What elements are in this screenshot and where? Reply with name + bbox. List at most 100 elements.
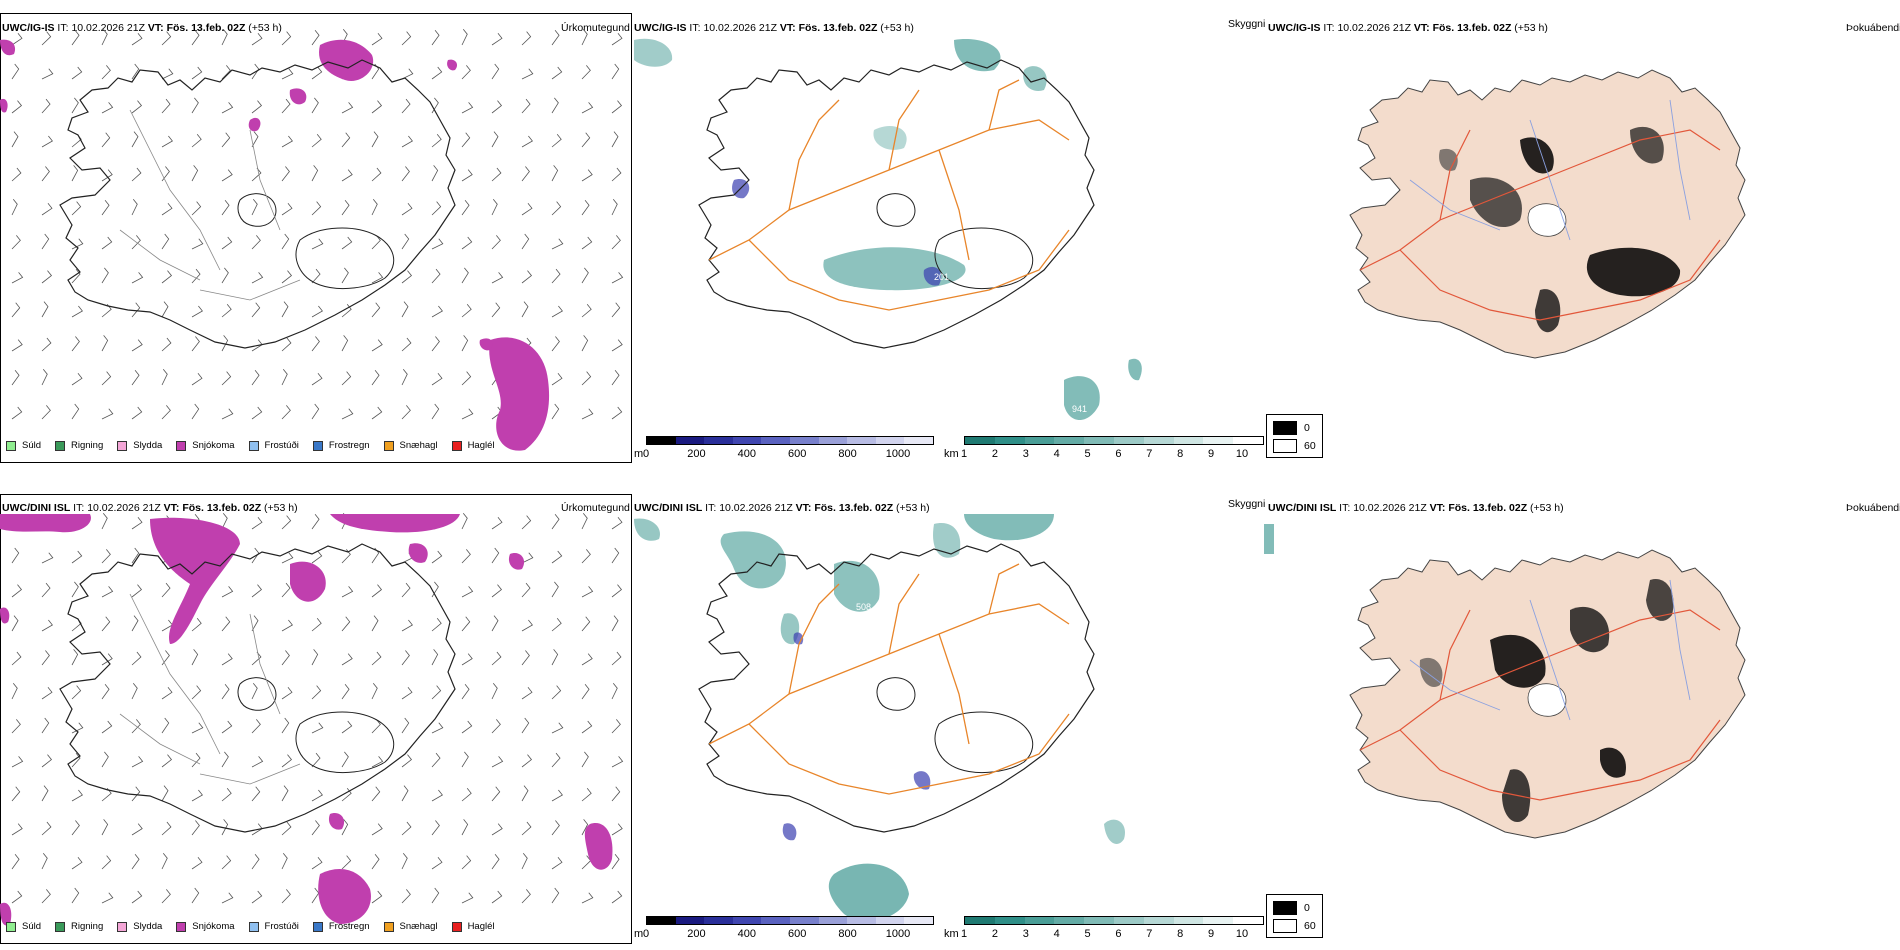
colorbar-tick: 3 [1022,448,1029,460]
wind-barb [581,132,591,148]
wind-barb [71,165,79,182]
wind-barb [101,586,114,598]
legend-swatch [6,921,16,932]
wind-barb [191,373,203,386]
wind-barb [281,405,291,420]
wind-barb [11,302,21,318]
wind-barb [341,616,351,632]
wind-barb [191,165,199,182]
wind-barb [581,720,593,734]
wind-barb [611,63,620,80]
wind-barb [491,890,503,904]
wind-barb [11,33,23,46]
wind-barb [281,552,294,564]
wind-barb [281,515,292,530]
wind-barb [491,615,499,632]
vis-label: 508 [856,602,871,612]
precip-legend-1: Súld Rigning Slydda Snjókoma Frostúði Frostre… [6,440,509,451]
wind-barb [71,581,79,598]
wind-barb [371,100,383,114]
wind-barb [461,200,470,216]
colorbar-tick: 10 [1235,928,1249,940]
legend-label: Slydda [133,440,163,451]
wind-barb [311,201,322,216]
wind-barb [131,235,141,250]
legend-item: Súld [6,440,41,451]
wind-barb [131,854,140,870]
wind-barb [341,371,352,386]
wind-barb [131,682,138,700]
wind-barb [281,337,292,352]
panel-header: UWC/IG-IS IT: 10.02.2026 21Z VT: Fös. 13… [1268,22,1548,34]
wind-barb [281,233,290,250]
wind-barb [101,236,113,250]
wind-barb [551,820,560,836]
wind-barb [41,368,48,386]
wind-barb [11,823,23,836]
legend-swatch [383,440,394,451]
wind-barb [191,336,200,352]
wind-barb [71,789,83,802]
colorbar-tick: 4 [1053,448,1060,460]
wind-barb [11,584,23,598]
wind-barb [491,719,501,734]
legend-label: Rigning [71,440,104,451]
wind-barb [401,650,410,666]
legend-swatch [451,440,462,451]
legend-label: Frostúði [264,921,299,932]
wind-barb [371,719,381,734]
wind-barb [161,821,172,836]
wind-barb [431,820,440,836]
wind-barb [131,719,141,734]
legend-label: Rigning [71,921,104,932]
wind-barb [491,854,500,870]
legend-label: Snjókoma [192,921,235,932]
wind-barb [11,167,22,182]
wind-barb [581,819,589,836]
legend-label: Snjókoma [192,440,235,451]
wind-barb [251,615,259,632]
wind-barb [461,65,471,80]
legend-label: Súld [22,440,42,451]
wind-barb [101,855,112,870]
panel-header: UWC/DINI ISL IT: 10.02.2026 21Z VT: Fös.… [1268,502,1564,514]
vis-label: 868 [1070,426,1085,436]
wind-barb [41,98,51,114]
legend-swatch [451,921,462,932]
wind-barb [551,514,560,530]
wind-barb [191,685,202,700]
wind-barb [221,855,232,870]
visibility-colorbar-2: km 1 2 3 4 5 6 7 8 9 10 [944,916,1264,940]
wind-barb [431,305,443,318]
wind-barb [161,650,170,666]
wind-barb [101,512,108,530]
wind-barb [341,653,353,666]
wind-barb [281,852,288,870]
wind-barb [581,169,593,182]
wind-barb [491,547,500,564]
colorbar-tick: 8 [1177,928,1184,940]
wind-barb [461,169,473,182]
wind-barb [491,786,501,802]
wind-barb [221,236,233,250]
wind-barb [461,267,469,284]
legend-item: Súld [6,921,41,932]
wind-barb [41,68,54,80]
wind-barb [71,30,80,46]
wind-barb [191,238,204,250]
wind-barb [221,132,231,148]
colorbar-tick: 10 [1235,448,1249,460]
wind-barb [191,857,203,870]
wind-barb [551,581,559,598]
panel-title-precip: Úrkomutegund [561,22,630,34]
wind-barb [251,682,258,700]
wind-barb [581,586,594,598]
colorbar-tick: 3 [1022,928,1029,940]
colorbar-tick: 600 [788,928,807,940]
legend-label: Súld [22,921,42,932]
vis-label: 201 [934,272,949,282]
panel-header: UWC/IG-IS IT: 10.02.2026 21Z VT: Fös. 13… [2,22,282,34]
wind-barb [131,167,142,182]
visibility-colorbar-1: km 1 2 3 4 5 6 7 8 9 10 [944,436,1264,460]
wind-barb [581,200,590,216]
